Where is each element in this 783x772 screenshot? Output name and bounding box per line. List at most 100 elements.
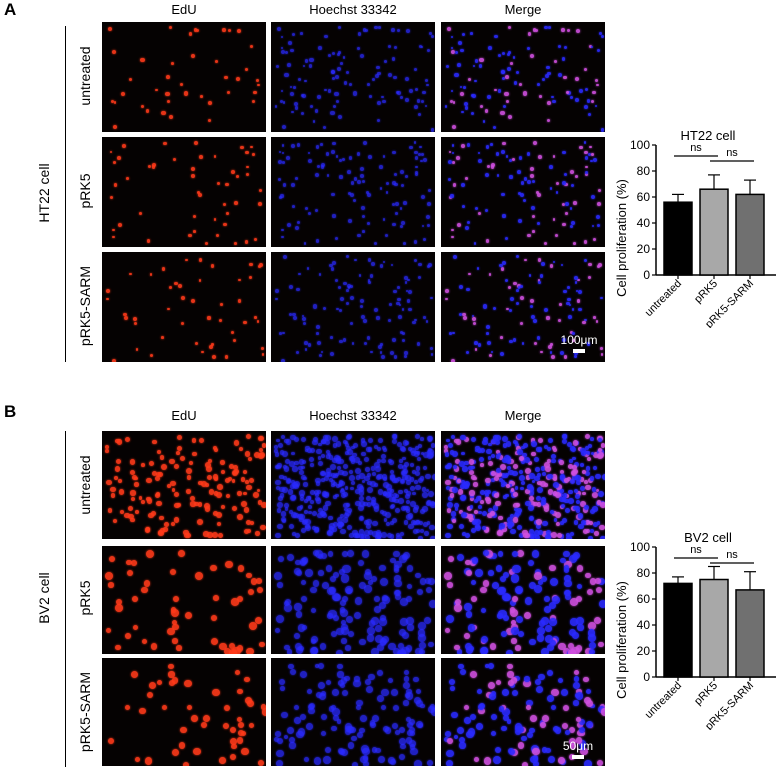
cell-nucleus bbox=[321, 731, 327, 737]
cell-nucleus bbox=[180, 726, 187, 734]
cell-nucleus bbox=[344, 675, 351, 682]
cell-nucleus bbox=[562, 434, 567, 439]
cell-nucleus bbox=[283, 466, 290, 472]
cell-nucleus bbox=[323, 756, 332, 764]
cell-nucleus bbox=[482, 511, 488, 517]
cell-nucleus bbox=[351, 342, 355, 345]
cell-nucleus bbox=[106, 479, 112, 485]
cell-nucleus bbox=[325, 565, 333, 572]
cell-nucleus bbox=[368, 673, 375, 680]
cell-nucleus bbox=[562, 223, 566, 227]
cell-nucleus bbox=[381, 688, 389, 696]
cell-nucleus bbox=[344, 485, 349, 490]
cell-nucleus bbox=[332, 614, 339, 621]
cell-nucleus bbox=[129, 459, 136, 465]
cell-nucleus bbox=[342, 492, 348, 498]
cell-nucleus bbox=[477, 159, 482, 164]
cell-nucleus bbox=[450, 50, 455, 55]
cell-nucleus bbox=[555, 491, 561, 498]
cell-nucleus bbox=[533, 28, 537, 32]
cell-nucleus bbox=[385, 191, 389, 194]
cell-nucleus bbox=[313, 757, 322, 765]
cell-nucleus bbox=[458, 736, 466, 744]
cell-nucleus bbox=[186, 704, 193, 710]
cell-nucleus bbox=[508, 469, 514, 476]
cell-nucleus bbox=[400, 446, 405, 451]
cell-nucleus bbox=[342, 565, 351, 574]
cell-nucleus bbox=[340, 488, 345, 492]
cell-nucleus bbox=[469, 496, 475, 501]
cell-nucleus bbox=[456, 554, 465, 562]
cell-nucleus bbox=[304, 59, 309, 63]
cell-nucleus bbox=[446, 759, 454, 766]
cell-nucleus bbox=[468, 272, 471, 276]
cell-nucleus bbox=[487, 442, 492, 447]
cell-nucleus bbox=[508, 308, 513, 313]
col-header-hoechst: Hoechst 33342 bbox=[309, 408, 397, 423]
cell-nucleus bbox=[348, 469, 354, 475]
cell-nucleus bbox=[537, 258, 542, 262]
cell-nucleus bbox=[588, 629, 596, 637]
cell-nucleus bbox=[509, 480, 515, 487]
cell-nucleus bbox=[504, 74, 509, 79]
cell-nucleus bbox=[564, 172, 568, 176]
cell-nucleus bbox=[570, 169, 575, 174]
cell-nucleus bbox=[317, 662, 325, 670]
cell-nucleus bbox=[196, 28, 200, 32]
cell-nucleus bbox=[203, 531, 209, 537]
cell-nucleus bbox=[204, 506, 211, 512]
cell-nucleus bbox=[376, 316, 380, 320]
cell-nucleus bbox=[494, 88, 498, 92]
cell-nucleus bbox=[552, 482, 559, 488]
cell-nucleus bbox=[306, 496, 311, 501]
cell-nucleus bbox=[573, 681, 581, 689]
cell-nucleus bbox=[562, 337, 566, 342]
cell-nucleus bbox=[415, 470, 421, 476]
cell-nucleus bbox=[559, 489, 564, 494]
cell-nucleus bbox=[259, 189, 263, 193]
cell-nucleus bbox=[474, 348, 478, 351]
cell-nucleus bbox=[477, 151, 481, 155]
cell-nucleus bbox=[325, 435, 331, 441]
y-tick-label: 20 bbox=[637, 644, 651, 658]
scale-bar-label: 100μm bbox=[560, 333, 598, 347]
cell-nucleus bbox=[578, 739, 587, 748]
cell-nucleus bbox=[360, 440, 367, 447]
cell-nucleus bbox=[176, 645, 183, 651]
cell-nucleus bbox=[347, 525, 353, 531]
cell-nucleus bbox=[459, 461, 465, 468]
cell-nucleus bbox=[356, 475, 361, 480]
cell-nucleus bbox=[231, 330, 235, 334]
cell-nucleus bbox=[502, 714, 510, 722]
cell-nucleus bbox=[549, 564, 556, 572]
cell-nucleus bbox=[415, 720, 424, 729]
cell-nucleus bbox=[430, 347, 434, 350]
cell-nucleus bbox=[176, 503, 181, 508]
cell-nucleus bbox=[387, 677, 394, 684]
cell-nucleus bbox=[325, 151, 330, 156]
y-tick-label: 0 bbox=[643, 670, 650, 684]
cell-nucleus bbox=[375, 747, 381, 754]
cell-nucleus bbox=[506, 663, 513, 670]
cell-nucleus bbox=[600, 128, 605, 132]
cell-nucleus bbox=[598, 31, 602, 35]
cell-nucleus bbox=[463, 436, 470, 443]
cell-nucleus bbox=[420, 528, 425, 533]
cell-nucleus bbox=[452, 101, 456, 104]
cell-nucleus bbox=[277, 442, 283, 448]
cell-nucleus bbox=[570, 505, 576, 511]
cell-nucleus bbox=[519, 322, 523, 326]
cell-nucleus bbox=[425, 586, 433, 594]
cell-nucleus bbox=[553, 517, 558, 522]
cell-nucleus bbox=[570, 183, 574, 187]
cell-nucleus bbox=[445, 731, 451, 737]
cell-nucleus bbox=[506, 66, 511, 71]
cell-nucleus bbox=[498, 706, 505, 713]
cell-nucleus bbox=[493, 756, 502, 764]
cell-nucleus bbox=[424, 78, 428, 82]
cell-nucleus bbox=[550, 458, 556, 464]
cell-nucleus bbox=[470, 32, 473, 36]
cell-nucleus bbox=[386, 487, 392, 493]
cell-nucleus bbox=[398, 726, 406, 734]
cell-nucleus bbox=[568, 642, 575, 650]
